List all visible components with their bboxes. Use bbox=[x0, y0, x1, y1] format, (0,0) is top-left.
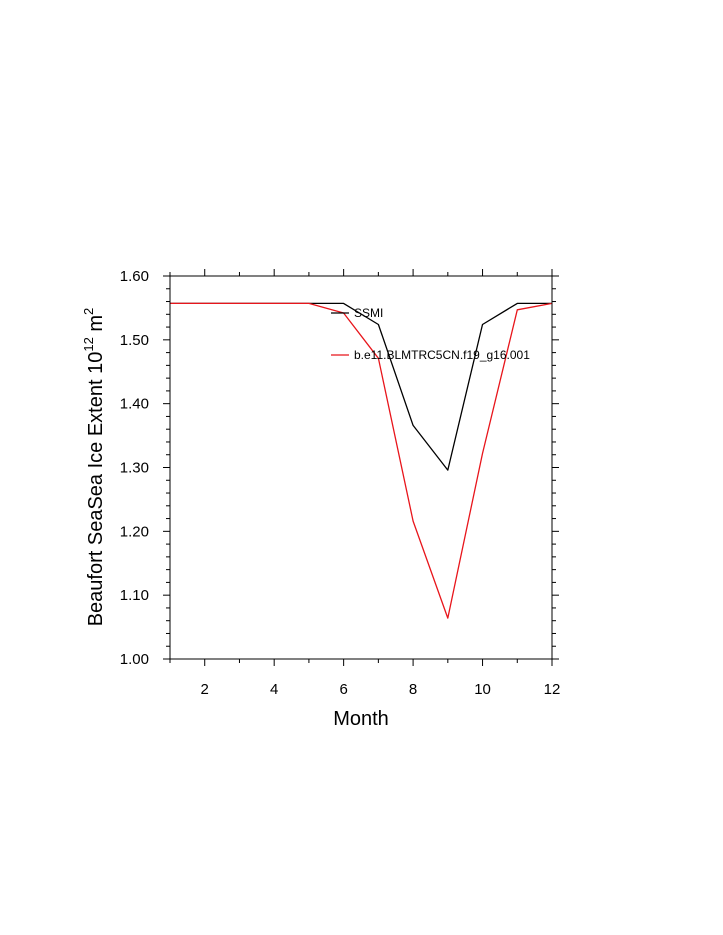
x-tick-label: 10 bbox=[474, 681, 491, 698]
legend-label: b.e11.BLMTRC5CN.f19_g16.001 bbox=[354, 348, 530, 362]
y-axis-label-exponent: 12 bbox=[81, 337, 96, 351]
y-tick-label: 1.50 bbox=[120, 332, 149, 349]
axis-ticks bbox=[163, 269, 559, 666]
x-tick-label: 8 bbox=[409, 681, 417, 698]
x-tick-label: 4 bbox=[270, 681, 278, 698]
plot-frame bbox=[169, 275, 553, 660]
tick-labels: 2 4 6 8 10 12 1.00 1.10 1.20 1.30 1.40 1.50 1.60 bbox=[120, 268, 561, 698]
y-tick-label: 1.00 bbox=[120, 651, 149, 668]
x-axis-label: Month bbox=[333, 708, 389, 730]
series-line-ssmi bbox=[170, 302, 552, 471]
legend: SSMI b.e11.BLMTRC5CN.f19_g16.001 bbox=[331, 306, 530, 362]
y-axis-label: Beaufort SeaSea Ice Extent 1012 m2 bbox=[81, 308, 107, 627]
x-tick-label: 2 bbox=[201, 681, 209, 698]
y-axis-label-main: Beaufort SeaSea Ice Extent 10 bbox=[85, 352, 107, 627]
y-tick-label: 1.30 bbox=[120, 460, 149, 477]
series-lines bbox=[170, 302, 553, 619]
y-tick-label: 1.60 bbox=[120, 268, 149, 285]
y-tick-label: 1.20 bbox=[120, 523, 149, 540]
series-line-model bbox=[170, 302, 553, 619]
x-tick-label: 12 bbox=[544, 681, 561, 698]
y-tick-label: 1.10 bbox=[120, 587, 149, 604]
x-tick-label: 6 bbox=[339, 681, 347, 698]
y-tick-label: 1.40 bbox=[120, 396, 149, 413]
legend-label: SSMI bbox=[354, 306, 383, 320]
y-axis-label-unit-exponent: 2 bbox=[81, 308, 96, 315]
y-axis-label-unit: m bbox=[85, 315, 107, 337]
